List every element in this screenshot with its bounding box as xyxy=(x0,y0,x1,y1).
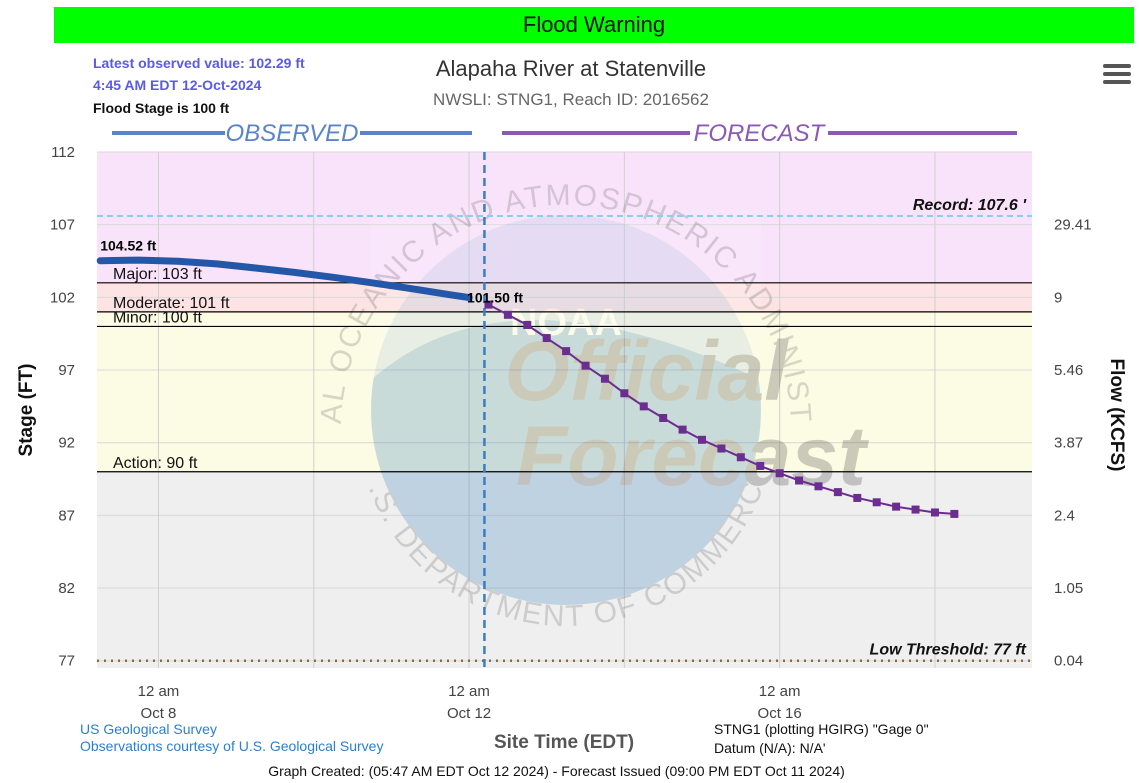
forecast-point-24 xyxy=(950,509,959,518)
flow-tick-label: 9 xyxy=(1054,289,1062,306)
forecast-header: FORECAST xyxy=(694,120,827,147)
chart-subtitle: NWSLI: STNG1, Reach ID: 2016562 xyxy=(433,90,709,109)
flow-tick-label: 29.41 xyxy=(1054,217,1092,234)
forecast-point-6 xyxy=(600,374,609,383)
watermark-circle xyxy=(371,215,761,605)
forecast-point-5 xyxy=(581,361,590,370)
latest-observed-time: 4:45 AM EDT 12-Oct-2024 xyxy=(93,77,262,93)
observed-series-line xyxy=(96,256,473,302)
threshold-label-action: Action: 90 ft xyxy=(113,455,198,472)
graph-created: Graph Created: (05:47 AM EDT Oct 12 2024… xyxy=(268,763,845,779)
flow-tick-label: 1.05 xyxy=(1054,580,1083,597)
hamburger-menu-icon[interactable] xyxy=(1103,64,1131,88)
y-tick-label: 87 xyxy=(58,507,75,524)
forecast-point-9 xyxy=(659,413,668,422)
observed-header: OBSERVED xyxy=(226,120,359,147)
watermark-bird xyxy=(371,210,761,380)
low-threshold-label: Low Threshold: 77 ft xyxy=(870,642,1027,659)
forecast-point-8 xyxy=(639,402,648,411)
threshold-label-moderate: Moderate: 101 ft xyxy=(113,295,230,312)
observed-last-label: 101.50 ft xyxy=(467,290,523,306)
x-tick-date: Oct 8 xyxy=(141,705,177,722)
chart-title: Alapaha River at Statenville xyxy=(435,56,707,81)
forecast-point-15 xyxy=(775,469,784,478)
band-minor xyxy=(97,311,1032,327)
forecast-point-1 xyxy=(503,310,512,319)
banner-text: Flood Warning xyxy=(522,12,666,37)
threshold-label-major: Major: 103 ft xyxy=(113,266,202,283)
forecast-point-23 xyxy=(930,508,939,517)
forecast-point-20 xyxy=(872,498,881,507)
forecast-point-11 xyxy=(698,435,706,444)
y-tick-label: 97 xyxy=(58,362,75,379)
forecast-point-7 xyxy=(620,389,629,398)
source-observations: Observations courtesy of U.S. Geological… xyxy=(80,738,384,754)
latest-observed-value: Latest observed value: 102.29 ft xyxy=(93,55,305,71)
forecast-point-18 xyxy=(833,488,842,497)
y-axis-title: Stage (FT) xyxy=(16,364,37,457)
flow-tick-label: 2.4 xyxy=(1054,507,1075,524)
forecast-point-21 xyxy=(892,502,901,511)
x-tick-label: 12 am xyxy=(759,683,801,700)
forecast-point-10 xyxy=(678,425,687,434)
forecast-point-17 xyxy=(814,482,823,491)
x-tick-label: 12 am xyxy=(448,683,490,700)
y-tick-label: 107 xyxy=(50,217,75,234)
flood-warning-banner: Flood Warning xyxy=(54,7,1134,43)
record-label: Record: 107.6 ' xyxy=(913,197,1027,214)
y-tick-label: 102 xyxy=(50,289,75,306)
flow-tick-label: 0.04 xyxy=(1054,653,1083,670)
watermark-official: Official xyxy=(504,324,789,418)
forecast-point-14 xyxy=(756,461,765,470)
x-tick-label: 12 am xyxy=(138,683,180,700)
x-axis-title: Site Time (EDT) xyxy=(494,732,634,753)
forecast-point-2 xyxy=(523,320,532,329)
observed-max-label: 104.52 ft xyxy=(100,238,156,254)
y2-axis-title: Flow (KCFS) xyxy=(1106,359,1127,472)
forecast-point-3 xyxy=(542,334,551,343)
forecast-point-13 xyxy=(736,453,745,462)
flood-stage-text: Flood Stage is 100 ft xyxy=(93,100,230,116)
forecast-point-4 xyxy=(562,347,571,356)
y-tick-label: 112 xyxy=(51,144,75,161)
flow-tick-label: 5.46 xyxy=(1054,362,1083,379)
x-tick-date: Oct 12 xyxy=(447,705,491,722)
threshold-label-minor: Minor: 100 ft xyxy=(113,309,202,326)
y-tick-label: 77 xyxy=(58,653,75,670)
forecast-point-16 xyxy=(795,476,804,485)
forecast-point-0 xyxy=(484,300,493,309)
flow-tick-label: 3.87 xyxy=(1054,435,1083,452)
x-tick-date: Oct 16 xyxy=(758,705,802,722)
forecast-point-19 xyxy=(853,493,862,502)
y-tick-label: 82 xyxy=(58,580,75,597)
source-usgs: US Geological Survey xyxy=(80,721,217,737)
y-tick-label: 92 xyxy=(58,435,75,452)
datum-info: Datum (N/A): N/A' xyxy=(714,740,826,756)
band-major xyxy=(97,152,1032,283)
watermark-forecast: Forecast xyxy=(516,409,869,503)
gauge-info: STNG1 (plotting HGIRG) "Gage 0" xyxy=(714,721,929,737)
forecast-point-12 xyxy=(717,444,726,453)
forecast-point-22 xyxy=(911,505,920,514)
